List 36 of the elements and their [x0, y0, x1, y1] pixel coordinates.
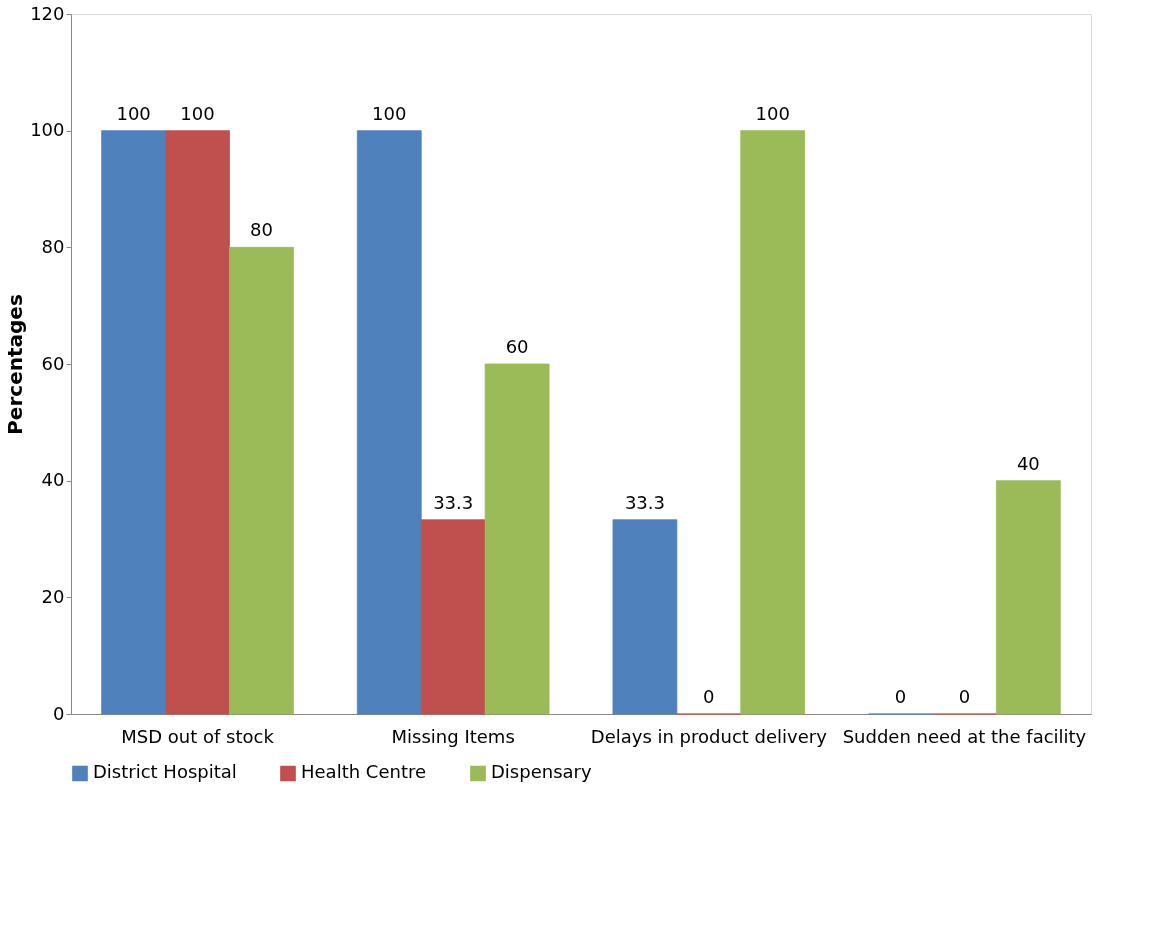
x-tick-label: MSD out of stock [121, 725, 275, 747]
data-label: 60 [505, 336, 529, 357]
data-label: 80 [250, 219, 273, 241]
bar [229, 246, 294, 715]
y-tick-label: 100 [30, 119, 65, 141]
bar [612, 519, 678, 715]
y-tick-label: 80 [41, 235, 65, 257]
data-label: 33.3 [433, 491, 474, 513]
y-tick-label: 120 [30, 2, 65, 24]
bar [101, 130, 166, 715]
y-tick-label: 60 [41, 352, 65, 374]
data-label: 100 [180, 102, 215, 124]
y-tick-label: 40 [41, 469, 65, 491]
x-tick-label: Delays in product delivery [590, 725, 828, 747]
legend-label: Dispensary [491, 761, 592, 783]
y-axis-title: Percentages [3, 294, 28, 435]
bar [996, 480, 1061, 715]
x-tick-label: Sudden need at the facility [842, 725, 1087, 747]
data-label: 33.3 [624, 491, 665, 513]
bar [484, 363, 550, 715]
data-label: 40 [1016, 452, 1040, 474]
data-label: 100 [755, 102, 790, 124]
bar [165, 130, 230, 715]
y-tick-label: 20 [41, 585, 65, 607]
data-label: 100 [116, 102, 151, 124]
data-label: 100 [372, 102, 407, 124]
legend-label: Health Centre [301, 761, 427, 783]
bar [356, 130, 422, 715]
data-label: 0 [703, 686, 715, 707]
data-label: 0 [958, 686, 971, 707]
data-label: 0 [894, 686, 907, 707]
legend-label: District Hospital [93, 761, 237, 783]
y-tick-label: 0 [53, 702, 65, 724]
bar [420, 519, 486, 715]
x-tick-label: Missing Items [391, 725, 515, 747]
bar [740, 130, 806, 715]
